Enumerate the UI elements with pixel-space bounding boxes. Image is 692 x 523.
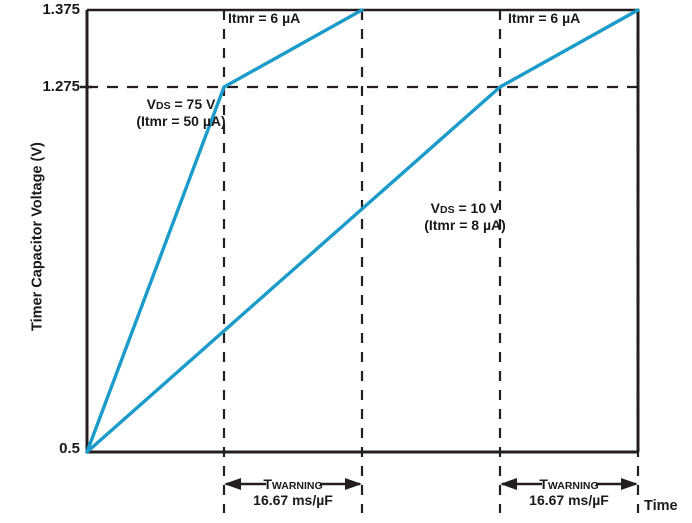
twarning-left-value: 16.67 ms/µF [253,492,333,508]
vds-10v-symbol: V [430,200,440,216]
annotation-itmr-left: Itmr = 6 µA [228,10,301,26]
y-tick-label-bottom: 0.5 [59,440,80,457]
y-axis-title: Timer Capacitor Voltage (V) [29,142,46,331]
annotation-itmr-right: Itmr = 6 µA [508,10,581,26]
series-vds-10v [85,8,640,454]
annotation-vds-75v: VDS = 75 V (Itmr = 50 µA) [96,96,266,129]
vds-75v-value: = 75 V [170,96,216,112]
twarning-left-arrows [224,478,362,490]
series-vds-75v [85,8,364,454]
twarning-right: TWARNING 16.67 ms/µF [500,474,638,509]
vds-10v-value: = 10 V [454,200,500,216]
annotation-vds-75v-line1: VDS = 75 V [96,96,266,113]
vds-10v-subscript: DS [439,204,455,216]
annotation-vds-10v: VDS = 10 V (Itmr = 8 µA) [380,200,550,233]
twarning-left-subscript: WARNING [271,479,323,492]
x-axis-title: Time [644,498,678,514]
twarning-left: TWARNING 16.67 ms/µF [224,474,362,509]
annotation-vds-10v-line2: (Itmr = 8 µA) [424,216,506,233]
twarning-left-label: TWARNING [224,474,362,493]
vds-75v-symbol: V [146,96,156,112]
twarning-right-label: TWARNING [500,474,638,493]
annotation-vds-10v-line1: VDS = 10 V [380,200,550,217]
y-tick-label-mid: 1.275 [42,78,80,95]
twarning-right-value: 16.67 ms/µF [529,492,609,508]
twarning-right-name: T [539,475,548,492]
twarning-left-name: T [263,475,272,492]
twarning-right-arrows [500,478,638,490]
y-tick-label-top: 1.375 [42,1,80,18]
annotation-vds-75v-line2: (Itmr = 50 µA) [136,112,226,129]
vds-75v-subscript: DS [155,100,171,112]
twarning-right-subscript: WARNING [547,479,599,492]
